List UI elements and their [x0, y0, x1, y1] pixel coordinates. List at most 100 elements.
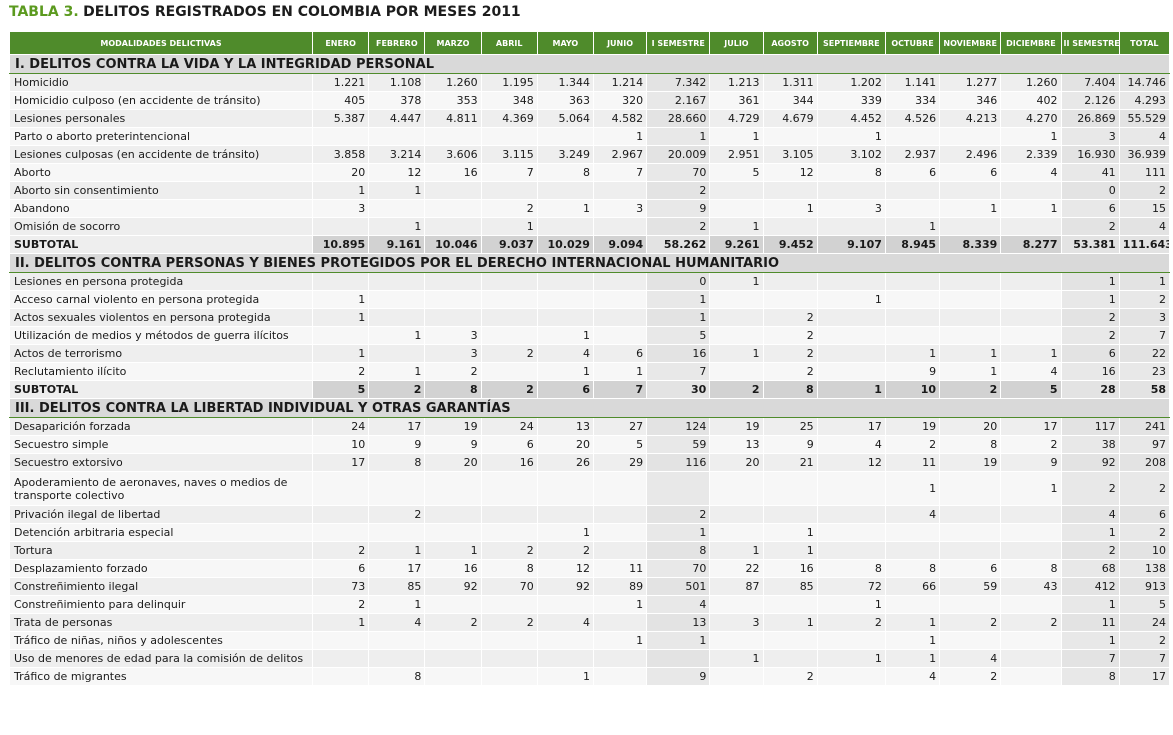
cell-value: 12	[816, 453, 886, 472]
cell-value: 1	[312, 613, 370, 632]
cell-value: 348	[480, 91, 538, 110]
cell-value: 4	[1000, 362, 1062, 381]
cell-value: 3	[424, 344, 482, 363]
cell-value: 9.261	[709, 235, 764, 254]
table-row: Reclutamiento ilícito 2 1 2 1 1 7 2 9 1 4 16 23	[8, 362, 1171, 381]
cell-value	[424, 523, 482, 542]
cell-value	[424, 667, 482, 686]
cell-value: 402	[1000, 91, 1062, 110]
cell-value	[536, 649, 594, 668]
section-header-row: II. DELITOS CONTRA PERSONAS Y BIENES PRO…	[9, 253, 1170, 273]
cell-value	[762, 217, 818, 236]
cell-value: 3	[1118, 308, 1171, 327]
cell-value: 15	[1118, 199, 1171, 218]
cell-value: 11	[592, 559, 648, 578]
cell-value	[480, 272, 538, 291]
cell-value: 4.811	[424, 109, 482, 128]
cell-value	[709, 326, 764, 345]
cell-value	[480, 326, 538, 345]
cell-value	[312, 217, 370, 236]
cell-value	[592, 290, 648, 309]
table-title: TABLA 3. DELITOS REGISTRADOS EN COLOMBIA…	[9, 4, 521, 20]
cell-value	[536, 308, 594, 327]
cell-value	[709, 181, 764, 200]
cell-value: 92	[424, 577, 482, 596]
row-label: Apoderamiento de aeronaves, naves o medi…	[8, 471, 314, 506]
column-header-julio: JULIO	[709, 31, 764, 55]
cell-value	[368, 290, 426, 309]
cell-value: 1	[312, 308, 370, 327]
cell-value: 24	[1118, 613, 1171, 632]
cell-value: 8	[424, 380, 482, 399]
cell-value: 1	[536, 667, 594, 686]
cell-value: 1	[884, 471, 941, 506]
table-row: Tráfico de niñas, niños y adolescentes 1 1…	[8, 631, 1171, 650]
cell-value: 1	[816, 290, 886, 309]
cell-value	[536, 471, 594, 506]
cell-value: 9	[646, 667, 711, 686]
cell-value: 1	[592, 595, 648, 614]
cell-value: 13	[709, 435, 764, 454]
cell-value	[480, 308, 538, 327]
cell-value	[816, 326, 886, 345]
row-label: Reclutamiento ilícito	[8, 362, 314, 381]
cell-value: 30	[646, 380, 711, 399]
cell-value	[312, 649, 370, 668]
row-label: Tráfico de migrantes	[8, 667, 314, 686]
cell-value: 1	[368, 541, 426, 560]
cell-value: 1	[1060, 631, 1120, 650]
cell-value	[709, 505, 764, 524]
cell-value: 6	[1060, 344, 1120, 363]
cell-value: 16	[480, 453, 538, 472]
cell-value: 20	[536, 435, 594, 454]
cell-value	[709, 631, 764, 650]
cell-value: 17	[368, 559, 426, 578]
cell-value: 2	[480, 380, 538, 399]
cell-value: 20	[424, 453, 482, 472]
cell-value: 8	[1060, 667, 1120, 686]
cell-value: 1	[762, 199, 818, 218]
cell-value: 29	[592, 453, 648, 472]
row-label: Lesiones en persona protegida	[8, 272, 314, 291]
cell-value: 28.660	[646, 109, 711, 128]
table-row: Actos sexuales violentos en persona prot…	[8, 308, 1171, 327]
cell-value: 10	[884, 380, 941, 399]
cell-value	[1000, 308, 1062, 327]
cell-value: 3	[592, 199, 648, 218]
cell-value: 92	[1060, 453, 1120, 472]
table-row: Apoderamiento de aeronaves, naves o medi…	[8, 471, 1171, 506]
cell-value	[646, 649, 711, 668]
cell-value: 1	[1060, 272, 1120, 291]
cell-value: 1	[1000, 199, 1062, 218]
cell-value	[939, 308, 1002, 327]
cell-value: 1	[480, 217, 538, 236]
cell-value: 1.195	[480, 73, 538, 92]
row-label: Constreñimiento ilegal	[8, 577, 314, 596]
table-body: I. DELITOS CONTRA LA VIDA Y LA INTEGRIDA…	[8, 54, 1171, 686]
row-label: Parto o aborto preterintencional	[8, 127, 314, 146]
cell-value: 2	[1060, 308, 1120, 327]
cell-value: 4	[1118, 127, 1171, 146]
cell-value	[368, 649, 426, 668]
cell-value: 85	[762, 577, 818, 596]
cell-value: 1	[536, 362, 594, 381]
cell-value: 6	[592, 344, 648, 363]
cell-value: 13	[536, 417, 594, 436]
cell-value	[1000, 217, 1062, 236]
row-label: Secuestro simple	[8, 435, 314, 454]
cell-value: 2	[480, 344, 538, 363]
cell-value	[816, 505, 886, 524]
cell-value: 16	[424, 163, 482, 182]
table-row: Lesiones en persona protegida 0 1 1 1	[8, 272, 1171, 291]
cell-value: 4	[884, 667, 941, 686]
cell-value	[368, 523, 426, 542]
cell-value: 9	[762, 435, 818, 454]
cell-value: 4	[1060, 505, 1120, 524]
cell-value: 89	[592, 577, 648, 596]
cell-value	[536, 217, 594, 236]
cell-value	[368, 344, 426, 363]
cell-value: 3	[709, 613, 764, 632]
cell-value	[424, 308, 482, 327]
row-label: Aborto sin consentimiento	[8, 181, 314, 200]
cell-value	[884, 181, 941, 200]
